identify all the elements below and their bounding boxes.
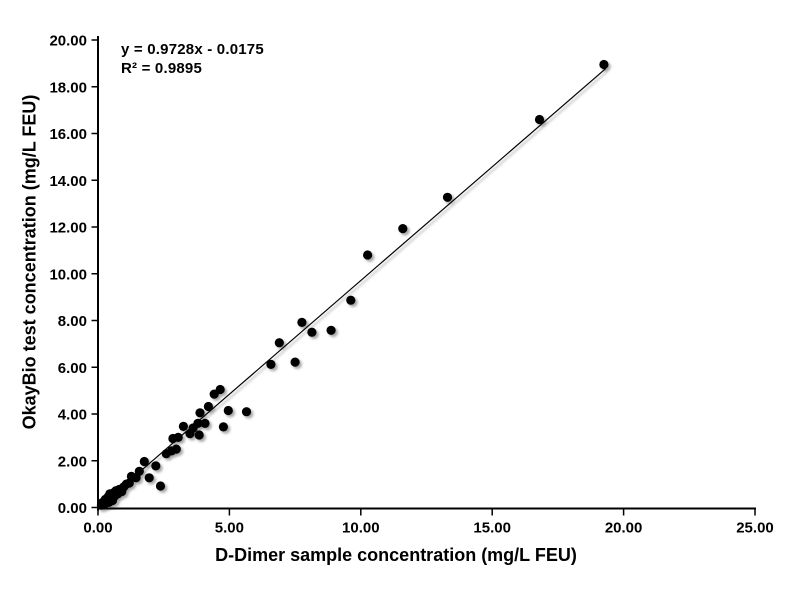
x-tick-label: 15.00 <box>473 520 511 537</box>
data-point <box>193 418 203 428</box>
trendline <box>100 68 607 506</box>
y-tick-label: 16.00 <box>49 126 87 143</box>
y-tick-label: 2.00 <box>58 453 87 470</box>
data-point <box>398 224 408 234</box>
y-tick-label: 20.00 <box>49 33 87 50</box>
x-tick-label: 5.00 <box>215 520 244 537</box>
data-point <box>297 317 307 327</box>
data-point <box>290 357 300 367</box>
x-tick-label: 0.00 <box>83 520 112 537</box>
data-point <box>173 432 183 442</box>
data-point <box>134 466 144 476</box>
data-point <box>599 59 609 70</box>
y-axis-title: OkayBio test concentration (mg/L FEU) <box>19 94 40 430</box>
data-point <box>203 401 213 412</box>
data-point <box>266 359 276 369</box>
trendline-annotation: y = 0.9728x - 0.0175 R² = 0.9895 <box>121 40 264 78</box>
y-tick-label: 8.00 <box>58 313 87 330</box>
data-series-group <box>96 59 609 510</box>
y-tick-label: 4.00 <box>58 407 87 424</box>
data-point <box>346 295 356 305</box>
data-point <box>200 418 210 428</box>
x-tick-label: 10.00 <box>342 520 380 537</box>
data-point <box>326 325 336 335</box>
data-point <box>215 384 225 395</box>
y-tick-label: 18.00 <box>49 79 87 96</box>
data-point <box>171 444 181 454</box>
data-point <box>534 114 545 125</box>
data-point <box>178 421 188 431</box>
data-point <box>139 456 149 467</box>
data-point <box>195 408 205 418</box>
y-tick-label: 6.00 <box>58 360 87 377</box>
x-tick-label: 25.00 <box>736 520 774 537</box>
r-squared-text: R² = 0.9895 <box>121 60 203 77</box>
equation-text: y = 0.9728x - 0.0175 <box>121 41 264 58</box>
data-point <box>144 473 154 483</box>
data-point <box>307 327 317 337</box>
y-tick-label: 14.00 <box>49 173 87 190</box>
y-tick-label: 12.00 <box>49 220 87 237</box>
data-point <box>241 407 252 417</box>
data-point <box>223 405 233 416</box>
data-point <box>218 422 228 432</box>
x-tick-label: 20.00 <box>605 520 643 537</box>
data-point <box>155 481 166 491</box>
x-axis-title: D-Dimer sample concentration (mg/L FEU) <box>215 545 577 565</box>
data-point <box>151 461 161 471</box>
data-point <box>194 430 204 440</box>
data-point <box>363 250 373 260</box>
data-point <box>442 192 453 202</box>
data-point <box>274 338 284 348</box>
y-tick-label: 0.00 <box>58 500 87 517</box>
y-tick-label: 10.00 <box>49 266 87 283</box>
